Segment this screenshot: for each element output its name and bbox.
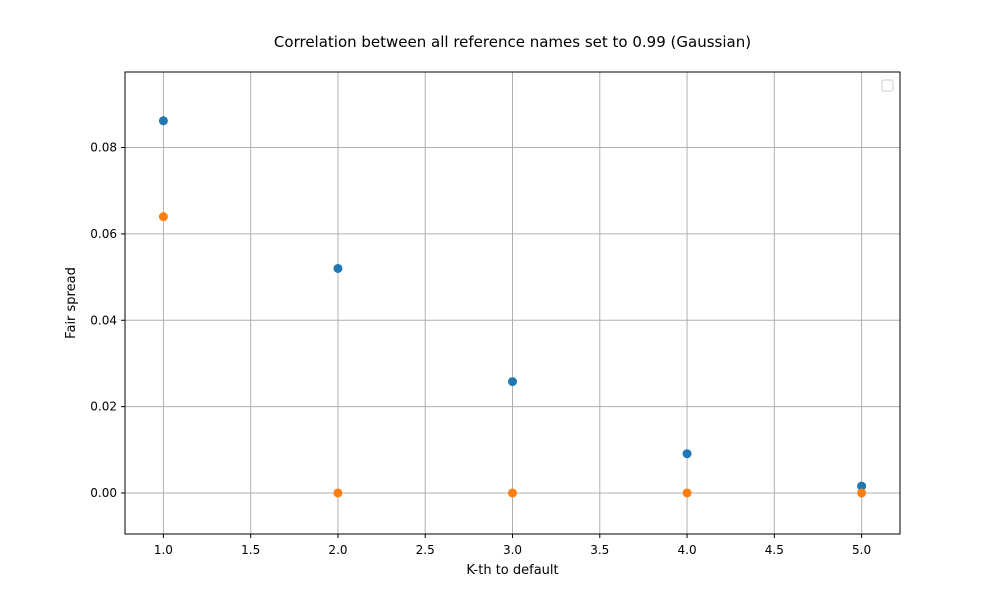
y-axis-label: Fair spread [64, 267, 79, 339]
chart-title: Correlation between all reference names … [274, 33, 751, 51]
x-tick-label: 3.5 [590, 543, 609, 557]
data-point-series-2 [857, 488, 867, 498]
data-point-series-1 [508, 377, 517, 387]
x-tick-label: 1.0 [154, 543, 173, 557]
x-axis-label: K-th to default [466, 563, 558, 578]
y-tick-label: 0.08 [90, 141, 117, 155]
data-points [158, 116, 867, 498]
y-tick-label: 0.02 [90, 400, 117, 414]
x-tick-label: 1.5 [241, 543, 260, 557]
data-point-series-1 [158, 116, 168, 126]
grid-lines [125, 72, 900, 534]
data-point-series-2 [333, 488, 343, 498]
legend [881, 79, 894, 92]
data-point-series-2 [158, 212, 168, 222]
x-tick-label: 2.5 [416, 543, 435, 557]
legend-box [881, 79, 894, 92]
y-tick-label: 0.04 [90, 313, 117, 327]
data-point-series-1 [857, 481, 867, 491]
data-point-series-2 [508, 488, 517, 498]
y-tick-label: 0.00 [90, 486, 117, 500]
data-point-series-2 [682, 488, 692, 498]
y-tick-label: 0.06 [90, 227, 117, 241]
x-tick-label: 3.0 [503, 543, 522, 557]
data-point-series-1 [682, 449, 692, 459]
x-tick-label: 4.0 [678, 543, 697, 557]
axis-ticks: 1.0 1.5 2.0 2.5 3.0 3.5 4.0 4.5 5.0 0.00 0.02 0.04 0… [90, 141, 871, 557]
x-tick-label: 4.5 [765, 543, 784, 557]
x-tick-label: 2.0 [328, 543, 347, 557]
data-point-series-1 [333, 263, 343, 273]
x-tick-label: 5.0 [852, 543, 871, 557]
